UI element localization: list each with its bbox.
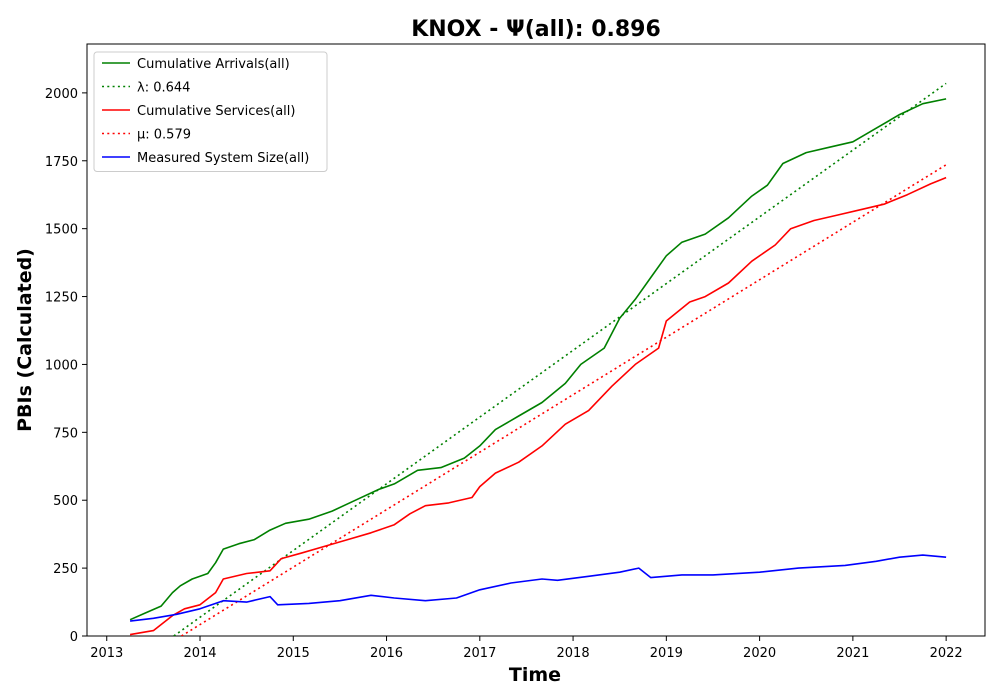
y-tick-label: 0	[70, 630, 78, 645]
y-axis-title: PBIs (Calculated)	[14, 248, 36, 432]
x-tick-label: 2020	[743, 646, 776, 661]
legend: Cumulative Arrivals(all) λ: 0.644 Cumulati…	[93, 51, 328, 172]
y-tick-label: 1500	[45, 223, 78, 238]
series-line-3	[181, 164, 947, 636]
series-line-1	[173, 82, 947, 636]
x-tick-label: 2017	[463, 646, 496, 661]
legend-items: Cumulative Arrivals(all) λ: 0.644 Cumulati…	[102, 57, 309, 166]
series-layer	[129, 82, 947, 636]
y-tick-label: 1250	[45, 291, 78, 306]
series-line-4	[130, 554, 947, 622]
x-tick-label: 2021	[836, 646, 869, 661]
x-axis: 2013 2014 2015 2016 2017 2018 2019 2020 2021 2022	[90, 636, 963, 661]
x-axis-title: Time	[509, 664, 561, 686]
x-tick-label: 2016	[370, 646, 403, 661]
x-tick-label: 2018	[557, 646, 590, 661]
legend-label: λ: 0.644	[137, 81, 190, 96]
y-tick-label: 1000	[45, 358, 78, 373]
legend-label: Cumulative Services(all)	[137, 104, 295, 119]
plot-frame	[86, 43, 986, 637]
legend-label: Cumulative Arrivals(all)	[137, 57, 290, 72]
y-tick-label: 2000	[45, 87, 78, 102]
x-tick-label: 2013	[90, 646, 123, 661]
x-tick-label: 2015	[277, 646, 310, 661]
y-tick-label: 500	[53, 494, 78, 509]
legend-label: Measured System Size(all)	[137, 151, 309, 166]
x-tick-label: 2014	[183, 646, 216, 661]
y-tick-label: 250	[53, 562, 78, 577]
plot-area	[86, 43, 986, 637]
legend-box	[93, 51, 328, 172]
chart-title: KNOX - Ψ(all): 0.896	[411, 17, 661, 42]
series-line-2	[129, 176, 947, 636]
x-tick-label: 2019	[650, 646, 683, 661]
legend-label: μ: 0.579	[137, 128, 191, 143]
y-tick-label: 750	[53, 426, 78, 441]
series-line-0	[129, 98, 947, 621]
y-tick-label: 1750	[45, 155, 78, 170]
y-axis: 0 250 500 750 1000 1250 1500 1750 2000	[45, 87, 87, 645]
x-tick-label: 2022	[930, 646, 963, 661]
